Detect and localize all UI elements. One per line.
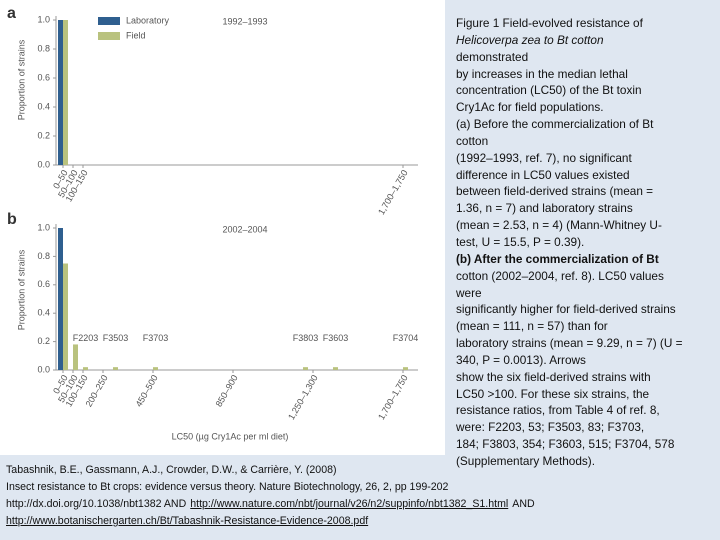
x-tick-label: 450–500 xyxy=(134,373,160,408)
caption-line: were xyxy=(456,285,482,300)
caption: Figure 1 Field-evolved resistance of Heli… xyxy=(456,15,718,470)
caption-line: test, U = 15.5, P = 0.39). xyxy=(456,234,585,249)
bar xyxy=(73,344,78,370)
caption-line: LC50 >100. For these six strains, the xyxy=(456,386,650,401)
caption-line: concentration (LC50) of the Bt toxin xyxy=(456,83,642,98)
caption-line: difference in LC50 values existed xyxy=(456,167,630,182)
bar xyxy=(403,367,408,370)
bar xyxy=(303,367,308,370)
y-tick-label: 1.0 xyxy=(37,222,50,232)
caption-line: demonstrated xyxy=(456,49,529,64)
link[interactable]: http://www.nature.com/nbt/journal/v26/n2… xyxy=(190,498,509,510)
panel-letter: a xyxy=(7,5,16,22)
strain-label: F3704 xyxy=(393,333,419,343)
caption-line: by increases in the median lethal xyxy=(456,66,628,81)
y-tick-label: 0.2 xyxy=(37,336,50,346)
caption-line: significantly higher for field-derived s… xyxy=(456,302,676,317)
x-tick-label: 1,700–1,750 xyxy=(376,168,410,216)
doi: http://dx.doi.org/10.1038/nbt1382 AND xyxy=(6,498,187,510)
caption-line: 340, P = 0.0013). Arrows xyxy=(456,352,586,367)
strain-label: F2203 xyxy=(73,333,99,343)
caption-line: resistance ratios, from Table 4 of ref. … xyxy=(456,403,660,418)
y-tick-label: 0.6 xyxy=(37,72,50,82)
y-tick-label: 0.4 xyxy=(37,308,50,318)
caption-line: (b) After the commercialization of Bt xyxy=(456,251,659,266)
caption-line: show the six field-derived strains with xyxy=(456,369,651,384)
caption-line: (a) Before the commercialization of Bt xyxy=(456,117,654,132)
caption-line: were: F2203, 53; F3503, 83; F3703, xyxy=(456,420,645,435)
caption-line: (mean = 2.53, n = 4) (Mann-Whitney U- xyxy=(456,218,662,233)
y-tick-label: 0.0 xyxy=(37,159,50,169)
caption-line: 1.36, n = 7) and laboratory strains xyxy=(456,201,633,216)
bar xyxy=(153,367,158,370)
caption-line: (1992–1993, ref. 7), no significant xyxy=(456,150,632,165)
y-axis-label: Proportion of strains xyxy=(16,249,26,330)
y-tick-label: 0.2 xyxy=(37,130,50,140)
y-tick-label: 0.8 xyxy=(37,251,50,261)
bar xyxy=(58,20,63,165)
citation-links: http://www.botanischergarten.ch/Bt/Tabas… xyxy=(6,513,535,530)
y-tick-label: 1.0 xyxy=(37,14,50,24)
y-tick-label: 0.4 xyxy=(37,101,50,111)
legend-swatch xyxy=(98,17,120,25)
y-tick-label: 0.0 xyxy=(37,364,50,374)
x-tick-label: 1,700–1,750 xyxy=(376,373,410,421)
caption-line: (Supplementary Methods). xyxy=(456,453,596,468)
bar xyxy=(58,228,63,370)
strain-label: F3503 xyxy=(103,333,129,343)
strain-label: F3803 xyxy=(293,333,319,343)
y-axis-label: Proportion of strains xyxy=(16,39,26,120)
x-tick-label: 1,250–1,300 xyxy=(286,373,320,421)
caption-line: cotton (2002–2004, ref. 8). LC50 values xyxy=(456,268,664,283)
bar xyxy=(63,263,68,370)
bar xyxy=(113,367,118,370)
caption-line: Cry1Ac for field populations. xyxy=(456,100,604,115)
legend-label: Field xyxy=(126,30,146,40)
figure: a b Proportion of strains Proportion of … xyxy=(0,0,445,455)
bar xyxy=(83,367,88,370)
caption-line: 184; F3803, 354; F3603, 515; F3704, 578 xyxy=(456,437,675,452)
period-label: 2002–2004 xyxy=(222,224,267,234)
caption-line: Helicoverpa zea to Bt cotton xyxy=(456,32,604,47)
citation-source: Insect resistance to Bt crops: evidence … xyxy=(6,481,449,493)
citation-links: http://dx.doi.org/10.1038/nbt1382 AND htt… xyxy=(6,496,535,513)
bar xyxy=(333,367,338,370)
legend-label: Laboratory xyxy=(126,15,170,25)
link[interactable]: http://www.botanischergarten.ch/Bt/Tabas… xyxy=(6,515,369,527)
bar xyxy=(63,20,68,165)
panel-letter: b xyxy=(7,211,17,228)
and: AND xyxy=(512,498,535,510)
citation: Tabashnik, B.E., Gassmann, A.J., Crowder… xyxy=(6,462,535,530)
strain-label: F3603 xyxy=(323,333,349,343)
caption-line: laboratory strains (mean = 9.29, n = 7) … xyxy=(456,336,683,351)
y-tick-label: 0.6 xyxy=(37,279,50,289)
caption-line: cotton xyxy=(456,133,489,148)
strain-label: F3703 xyxy=(143,333,169,343)
period-label: 1992–1993 xyxy=(222,16,267,26)
caption-line: between field-derived strains (mean = xyxy=(456,184,654,199)
x-axis-label: LC50 (µg Cry1Ac per ml diet) xyxy=(172,431,289,441)
caption-line: (mean = 111, n = 57) than for xyxy=(456,319,608,334)
x-tick-label: 850–900 xyxy=(214,373,240,408)
y-tick-label: 0.8 xyxy=(37,43,50,53)
citation-authors: Tabashnik, B.E., Gassmann, A.J., Crowder… xyxy=(6,464,337,476)
legend-swatch xyxy=(98,32,120,40)
caption-line: Figure 1 Field-evolved resistance of xyxy=(456,16,643,30)
